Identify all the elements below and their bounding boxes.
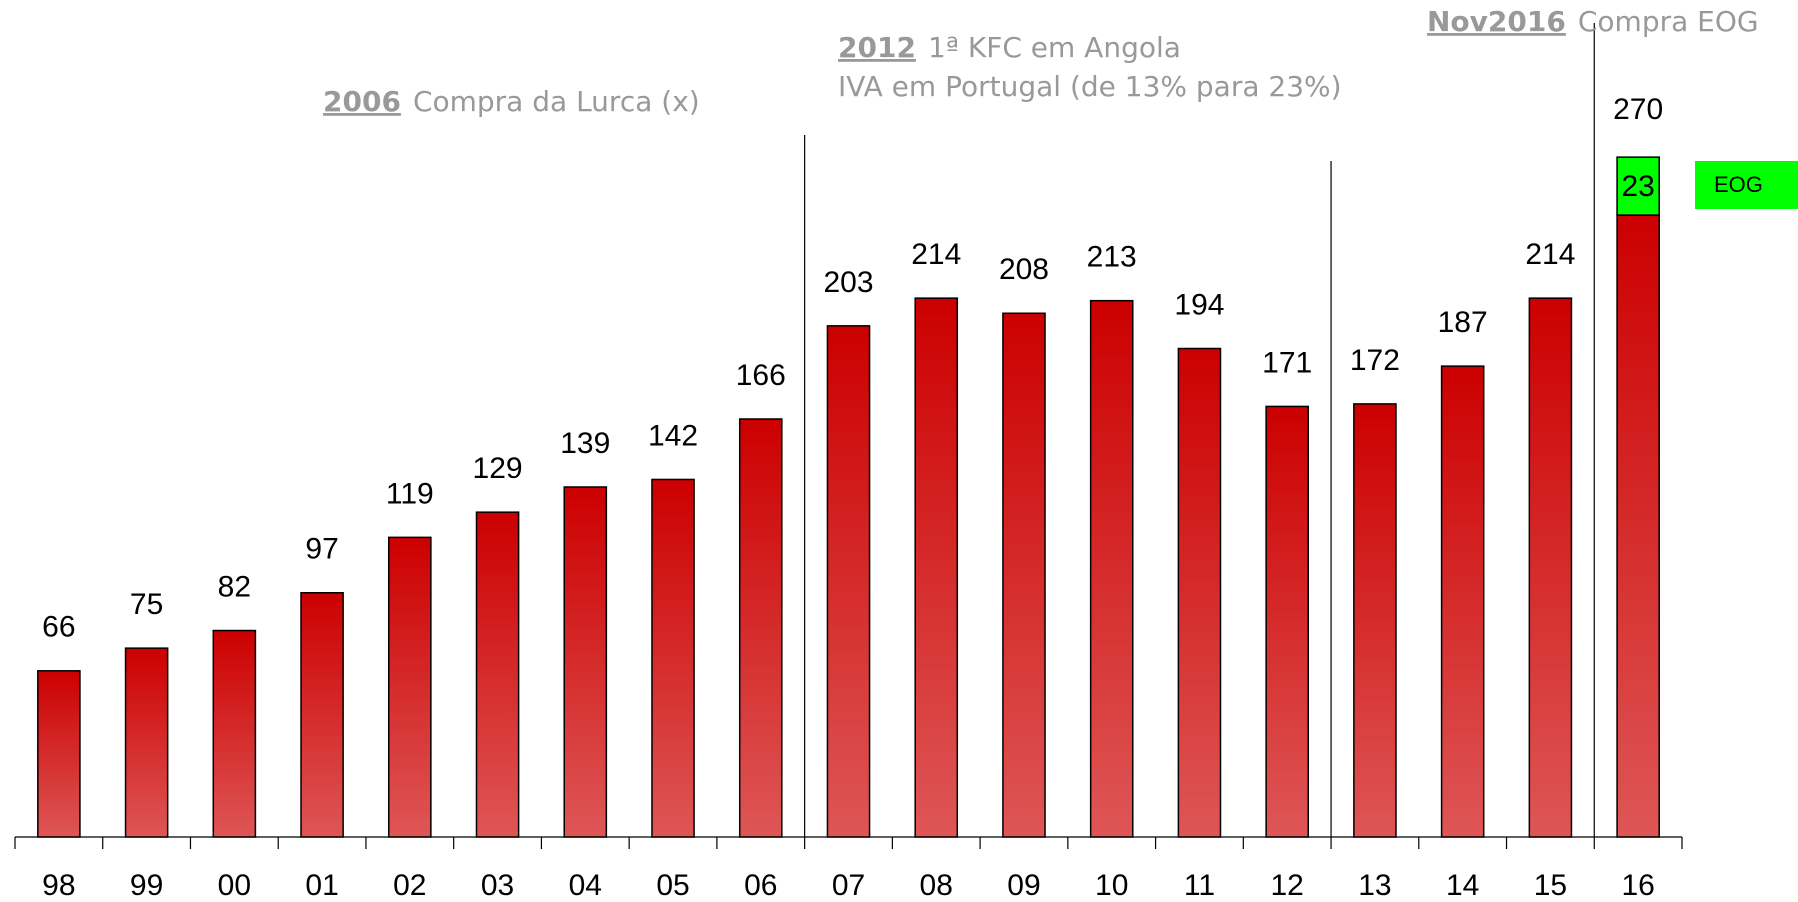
bar [1002,312,1046,838]
data-label: 23 [1621,170,1654,203]
data-label: 194 [1174,288,1224,321]
bar [1353,403,1397,838]
data-label: 187 [1438,306,1488,339]
bar [388,536,432,838]
x-tick-label: 02 [393,869,426,902]
annotation-year: Nov2016 [1427,5,1566,38]
annotation-text: 1ª KFC em Angola [928,31,1181,64]
bar [1528,297,1573,838]
total-label: 270 [1613,93,1663,126]
bar [1177,347,1222,838]
data-label: 171 [1262,346,1312,379]
x-tick-label: 01 [305,869,338,902]
legend-swatch [1695,161,1798,209]
bar [563,486,608,838]
x-tick-label: 06 [744,869,777,902]
x-tick-label: 15 [1534,869,1567,902]
annotation-text: IVA em Portugal (de 13% para 23%) [838,70,1342,103]
data-label: 213 [1087,241,1137,274]
bar [124,647,169,838]
x-tick-label: 10 [1095,869,1128,902]
annotation-year: 2006 [323,85,401,118]
x-tick-label: 00 [218,869,251,902]
annotation: 2012 1ª KFC em Angola [838,31,1181,64]
bar [738,418,783,838]
x-tick-label: 16 [1621,869,1654,902]
data-label: 66 [42,611,75,644]
data-label: 208 [999,253,1049,286]
data-label: 75 [130,588,163,621]
x-tick-label: 13 [1358,869,1391,902]
annotation: 2006 Compra da Lurca (x) [323,85,700,118]
x-tick-label: 11 [1184,869,1215,902]
data-label: 119 [386,477,434,510]
bar [1440,365,1485,838]
data-label: 139 [560,427,610,460]
data-label: 82 [218,570,251,603]
bar [475,511,520,838]
x-tick-label: 05 [656,869,689,902]
x-tick-label: 04 [569,869,602,902]
bar [1616,156,1660,216]
data-label: 214 [1525,238,1575,271]
bar [300,592,344,838]
data-label: 97 [305,533,338,566]
x-tick-label: 09 [1007,869,1040,902]
x-tick-label: 12 [1270,869,1303,902]
bar [1089,299,1134,838]
x-tick-label: 08 [920,869,953,902]
bar [212,629,257,838]
annotation-year: 2012 [838,31,916,64]
legend-label: EOG [1714,172,1763,197]
annotation: Nov2016 Compra EOG [1427,5,1759,38]
x-tick-label: 07 [832,869,865,902]
data-label: 166 [736,359,786,392]
x-tick-label: 99 [130,869,163,902]
bar [826,325,871,838]
data-label: 129 [473,452,523,485]
data-label: 172 [1350,344,1400,377]
annotation-text: Compra EOG [1578,5,1759,38]
bar [651,478,695,838]
x-tick-label: 98 [42,869,75,902]
x-tick-label: 03 [481,869,514,902]
annotation-text: Compra da Lurca (x) [413,85,700,118]
data-label: 214 [911,238,961,271]
x-tick-label: 14 [1446,869,1479,902]
data-label: 142 [648,419,698,452]
bar [1616,214,1660,838]
data-label: 203 [823,266,873,299]
bar [37,670,81,838]
bar [914,297,959,838]
bar [1265,405,1309,838]
